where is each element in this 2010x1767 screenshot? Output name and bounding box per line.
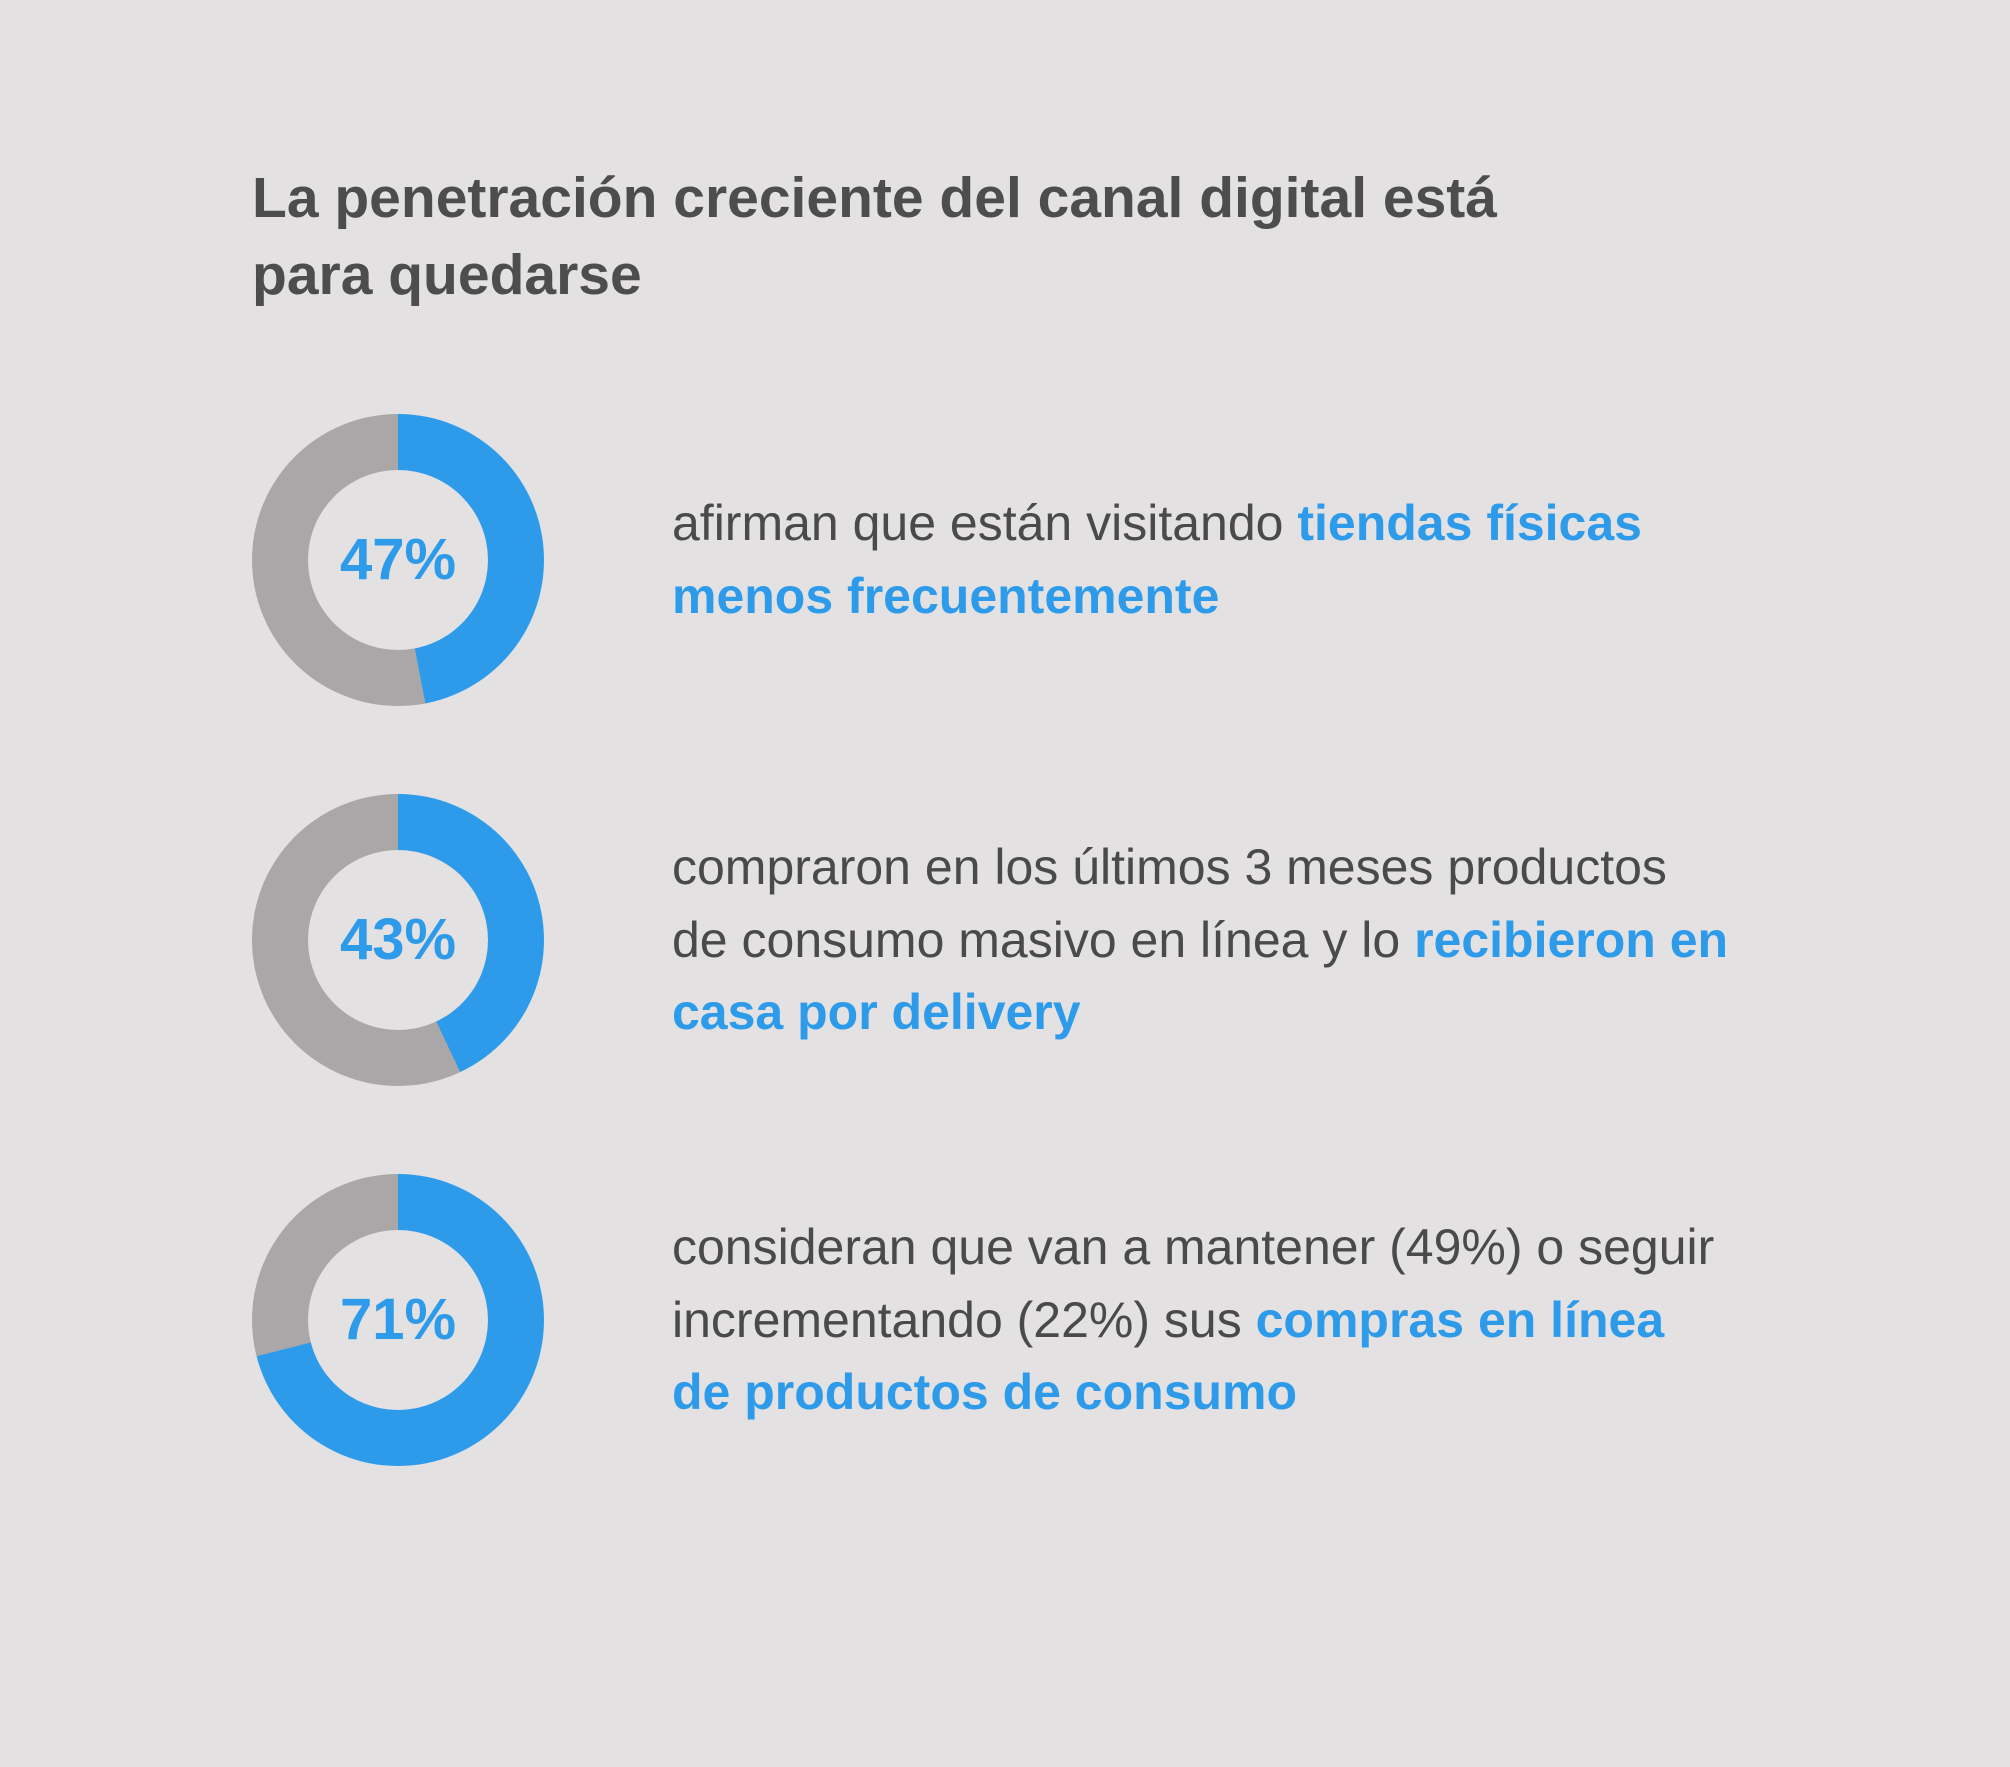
donut-hole: 43% bbox=[308, 849, 488, 1030]
stat-caption-47: afirman que están visitando tiendas físi… bbox=[672, 487, 1732, 632]
page-title: La penetración creciente del canal digit… bbox=[252, 166, 1497, 307]
percent-label-71: 71% bbox=[339, 1287, 457, 1353]
donut-chart-43: 43% bbox=[252, 793, 544, 1086]
stat-caption-43: compraron en los últimos 3 meses product… bbox=[672, 831, 1732, 1049]
stat-caption-71: consideran que van a mantener (49%) o se… bbox=[672, 1211, 1732, 1429]
donut-chart-47: 47% bbox=[252, 413, 544, 706]
caption-text-normal: afirman que están visitando bbox=[672, 495, 1298, 552]
stat-rows: 47% afirman que están visitando tiendas … bbox=[252, 413, 2010, 1466]
caption-text-normal: consideran que van a mantener (49%) o se… bbox=[672, 1219, 1715, 1348]
caption-text-accent: tiendas físicas menos frecuentemente bbox=[672, 495, 1642, 624]
donut-hole: 71% bbox=[308, 1229, 488, 1410]
stat-row-43: 43% compraron en los últimos 3 meses pro… bbox=[252, 793, 2010, 1086]
stat-row-71: 71% consideran que van a mantener (49%) … bbox=[252, 1173, 2010, 1466]
donut-chart-71: 71% bbox=[252, 1173, 544, 1466]
stat-row-47: 47% afirman que están visitando tiendas … bbox=[252, 413, 2010, 706]
percent-label-47: 47% bbox=[339, 527, 457, 593]
caption-text-normal: compraron en los últimos 3 meses product… bbox=[672, 839, 1667, 968]
caption-text-accent: compras en línea de productos de consumo bbox=[672, 1291, 1665, 1421]
donut-hole: 47% bbox=[308, 469, 488, 650]
caption-text-accent: recibieron en casa por delivery bbox=[672, 911, 1729, 1041]
percent-label-43: 43% bbox=[339, 907, 457, 973]
